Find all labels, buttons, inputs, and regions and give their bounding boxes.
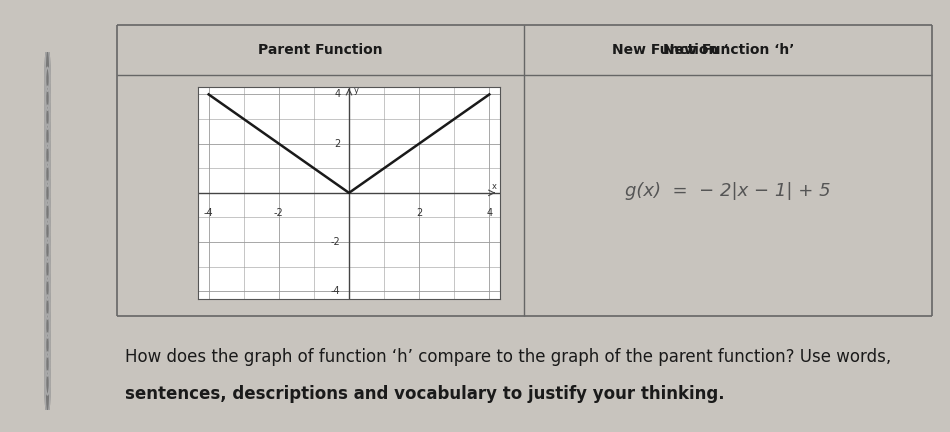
Text: 4: 4 <box>486 208 492 218</box>
Text: -4: -4 <box>204 208 214 218</box>
Text: 2: 2 <box>334 139 340 149</box>
Circle shape <box>46 105 49 148</box>
Text: x: x <box>492 182 497 191</box>
Circle shape <box>46 333 49 376</box>
Text: 4: 4 <box>334 89 340 99</box>
Circle shape <box>46 257 49 300</box>
Circle shape <box>46 124 49 167</box>
Text: -2: -2 <box>331 237 340 247</box>
Circle shape <box>46 219 49 262</box>
Text: -4: -4 <box>331 286 340 296</box>
Text: g(x)  =  − 2|x − 1| + 5: g(x) = − 2|x − 1| + 5 <box>625 182 831 200</box>
Text: Parent Function: Parent Function <box>258 43 383 57</box>
Text: New Function ‘h’: New Function ‘h’ <box>662 43 794 57</box>
Text: y: y <box>353 86 358 95</box>
Circle shape <box>46 238 49 281</box>
Text: -2: -2 <box>274 208 284 218</box>
Circle shape <box>46 352 49 395</box>
Circle shape <box>46 181 49 224</box>
Circle shape <box>46 276 49 319</box>
Circle shape <box>46 162 49 205</box>
Circle shape <box>46 295 49 338</box>
Circle shape <box>46 371 49 414</box>
Circle shape <box>46 314 49 357</box>
Circle shape <box>46 48 49 91</box>
Circle shape <box>46 143 49 186</box>
Text: 2: 2 <box>416 208 423 218</box>
Text: sentences, descriptions and vocabulary to justify your thinking.: sentences, descriptions and vocabulary t… <box>125 385 725 403</box>
Circle shape <box>46 86 49 129</box>
Circle shape <box>46 200 49 243</box>
Text: New Function ‘: New Function ‘ <box>612 43 729 57</box>
Text: How does the graph of function ‘h’ compare to the graph of the parent function? : How does the graph of function ‘h’ compa… <box>125 348 891 366</box>
Circle shape <box>46 67 49 110</box>
